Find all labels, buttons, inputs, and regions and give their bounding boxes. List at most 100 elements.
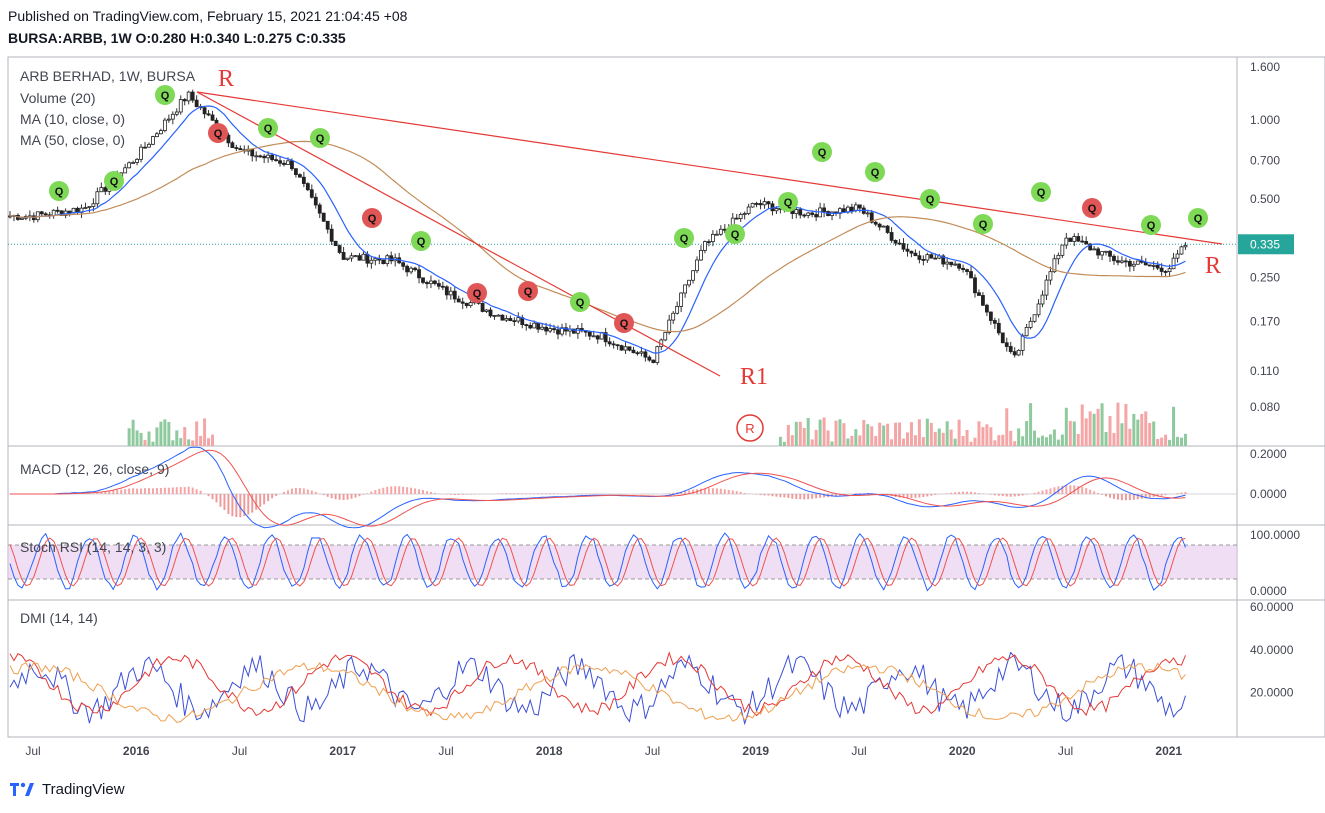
- candle-body: [401, 262, 406, 267]
- candle-body: [480, 302, 485, 312]
- volume-bar: [1104, 432, 1108, 446]
- volume-bar: [1148, 423, 1152, 446]
- time-axis-label: 2019: [742, 744, 769, 758]
- q-badge-red: [362, 208, 382, 228]
- candle-body: [321, 212, 326, 222]
- price-axis-label: 0.110: [1250, 364, 1279, 378]
- candle-body: [814, 214, 819, 218]
- r1-trendline: [196, 91, 721, 377]
- q-badge-label: Q: [680, 233, 689, 245]
- volume-bar: [203, 418, 207, 446]
- candle-body: [500, 314, 505, 321]
- volume-bar: [870, 426, 874, 446]
- stoch-axis-label: 100.0000: [1250, 528, 1300, 542]
- candle-body: [1000, 332, 1005, 344]
- candle-body: [742, 213, 747, 215]
- q-badge-red: [518, 281, 538, 301]
- candle-body: [1028, 320, 1033, 328]
- volume-bar: [858, 435, 862, 446]
- volume-bar: [1092, 413, 1096, 446]
- volume-bar: [806, 417, 810, 446]
- volume-bar: [1060, 434, 1064, 446]
- candle-body: [762, 201, 767, 206]
- resistance-label-start: R: [218, 66, 234, 92]
- candle-body: [647, 356, 652, 361]
- candle-body: [166, 118, 171, 121]
- candle-body: [1116, 260, 1120, 263]
- candle-body: [381, 259, 386, 265]
- candle-body: [798, 209, 803, 216]
- legend-volume: Volume (20): [20, 90, 96, 106]
- q-badge-label: Q: [784, 197, 793, 209]
- candle-body: [965, 269, 969, 272]
- volume-bar: [163, 419, 167, 446]
- candle-body: [905, 248, 910, 252]
- volume-bar: [1168, 439, 1172, 446]
- tradingview-brand[interactable]: TradingView: [8, 779, 125, 799]
- volume-bar: [1116, 402, 1120, 446]
- candle-body: [433, 280, 437, 284]
- candle-body: [55, 209, 60, 212]
- volume-bar: [199, 435, 203, 446]
- candle-body: [1175, 253, 1180, 259]
- candle-body: [365, 253, 370, 264]
- candle-body: [353, 255, 358, 258]
- time-axis-label: Jul: [232, 744, 247, 758]
- candle-body: [436, 283, 441, 287]
- volume-bar: [1096, 408, 1100, 446]
- candle-body: [95, 191, 100, 205]
- ma10-line: [9, 105, 1186, 354]
- volume-bar: [183, 427, 187, 446]
- candle-body: [699, 249, 703, 261]
- candle-body: [357, 255, 362, 261]
- candle-body: [1040, 294, 1045, 305]
- volume-bar: [1005, 408, 1009, 446]
- candle-body: [1100, 251, 1104, 256]
- candle-body: [865, 212, 870, 215]
- time-axis-label: Jul: [438, 744, 453, 758]
- candle-body: [877, 223, 882, 228]
- dmi-axis-label: 20.0000: [1250, 685, 1294, 699]
- volume-bar: [1172, 406, 1176, 446]
- q-badge-label: Q: [1194, 213, 1203, 225]
- volume-bar: [933, 431, 937, 446]
- candle-body: [43, 213, 48, 216]
- volume-bar: [989, 427, 993, 446]
- candle-body: [35, 211, 40, 221]
- candle-body: [369, 259, 374, 264]
- candle-body: [687, 279, 691, 286]
- candle-body: [147, 143, 151, 148]
- time-axis-label: 2016: [123, 744, 150, 758]
- volume-bar: [957, 419, 961, 446]
- time-axis-label: Jul: [1058, 744, 1073, 758]
- q-badge-green: [411, 231, 431, 251]
- volume-bar: [143, 439, 147, 446]
- volume-bar: [147, 431, 151, 446]
- candle-body: [413, 267, 417, 271]
- candle-body: [1151, 265, 1156, 267]
- volume-bar: [127, 428, 131, 446]
- volume-bar: [782, 441, 786, 446]
- candle-body: [186, 91, 191, 102]
- candle-body: [504, 318, 509, 321]
- volume-bar: [1056, 439, 1060, 446]
- volume-bar: [917, 419, 921, 446]
- volume-bar: [179, 438, 183, 446]
- candle-body: [953, 263, 958, 266]
- candle-body: [452, 290, 457, 300]
- candle-body: [1131, 263, 1136, 267]
- candle-body: [973, 277, 977, 294]
- brand-name: TradingView: [42, 780, 125, 798]
- candle-body: [286, 160, 290, 165]
- volume-bar: [810, 439, 814, 446]
- volume-bar: [175, 430, 179, 446]
- volume-bar: [909, 422, 913, 446]
- candle-body: [1155, 265, 1160, 269]
- candle-body: [710, 233, 715, 243]
- candle-body: [1056, 254, 1061, 260]
- candle-body: [456, 298, 461, 303]
- candle-body: [162, 119, 167, 131]
- candle-body: [294, 168, 298, 175]
- volume-bar: [135, 430, 139, 446]
- price-axis-label: 1.600: [1250, 60, 1280, 74]
